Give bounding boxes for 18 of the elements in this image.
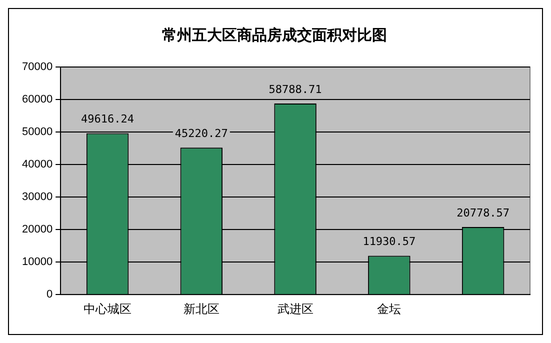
y-tick-label: 50000	[22, 126, 53, 138]
data-label: 11930.57	[362, 235, 416, 248]
y-tick-label: 70000	[22, 61, 53, 74]
data-label: 49616.24	[81, 112, 134, 126]
y-tick-label: 30000	[22, 191, 53, 204]
y-tick-label: 20000	[22, 224, 53, 236]
data-label: 45220.27	[174, 126, 228, 140]
y-tick-label: 40000	[22, 158, 53, 171]
data-label: 58788.71	[268, 82, 322, 96]
data-label: 20778.57	[456, 206, 510, 220]
x-tick-label: 中心城区	[84, 302, 132, 316]
y-tick-label: 10000	[22, 256, 53, 268]
y-tick-label: 60000	[22, 94, 53, 106]
x-tick-label: 金坛	[377, 302, 402, 316]
x-tick-label: 新北区	[183, 302, 220, 316]
chart-title: 常州五大区商品房成交面积对比图	[162, 26, 387, 44]
y-tick-label: 0	[46, 288, 53, 301]
x-tick-label: 武进区	[277, 302, 314, 316]
